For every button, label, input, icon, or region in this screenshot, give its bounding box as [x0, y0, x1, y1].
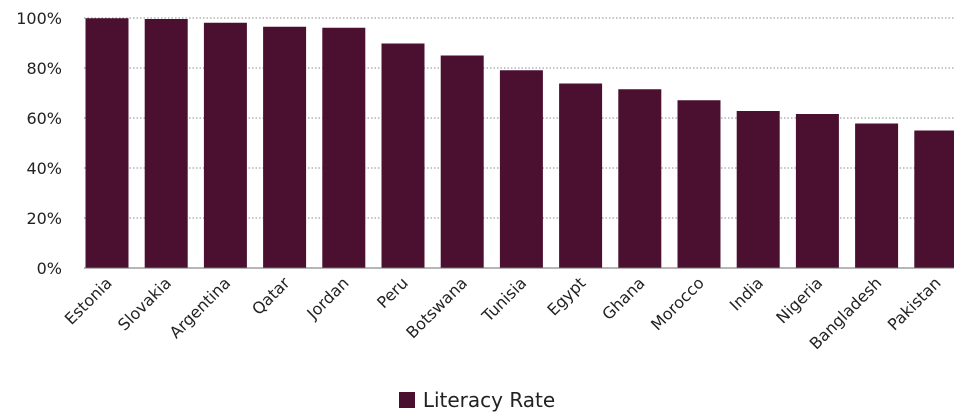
bar [736, 111, 780, 268]
x-tick-label: Pakistan [884, 273, 945, 334]
x-tick-label: Nigeria [772, 273, 826, 327]
bar [499, 70, 543, 268]
x-tick-label: Estonia [61, 273, 116, 328]
x-tick-label: Slovakia [114, 273, 175, 334]
y-tick-labels: 0% 20% 40% 60% 80% 100% [16, 9, 62, 278]
bar [440, 55, 484, 268]
y-tick-label: 20% [26, 209, 62, 228]
legend-label: Literacy Rate [422, 388, 556, 412]
bar [322, 27, 366, 268]
x-tick-label: Ghana [598, 273, 648, 323]
legend-swatch [398, 392, 415, 408]
y-tick-label: 80% [26, 59, 62, 78]
x-tick-label: Egypt [543, 273, 589, 319]
x-tick-label: India [726, 273, 767, 314]
y-tick-label: 40% [26, 159, 62, 178]
x-tick-label: Tunisia [477, 273, 530, 326]
x-tick-label: Botswana [402, 273, 471, 342]
bar [263, 26, 307, 268]
bar [795, 114, 839, 268]
bar [85, 18, 129, 268]
bar [677, 100, 721, 268]
x-tick-label: Qatar [248, 273, 294, 319]
bar [618, 89, 662, 268]
bar [914, 130, 954, 268]
bar [855, 123, 899, 268]
y-tick-label: 60% [26, 109, 62, 128]
x-tick-label: Peru [373, 273, 412, 312]
bars [85, 18, 954, 268]
bar [559, 83, 603, 268]
x-tick-label: Jordan [302, 273, 352, 323]
x-tick-label: Morocco [647, 273, 708, 334]
legend: Literacy Rate [0, 386, 954, 414]
bar [381, 43, 425, 268]
y-tick-label: 100% [16, 9, 62, 28]
x-tick-label: Argentina [166, 273, 235, 342]
bar [144, 19, 188, 268]
legend-item-literacy-rate: Literacy Rate [398, 388, 556, 412]
bar-chart: 0% 20% 40% 60% 80% 100% EstoniaSlovakiaArgent… [16, 9, 954, 353]
y-tick-label: 0% [37, 259, 62, 278]
bar [203, 22, 247, 268]
